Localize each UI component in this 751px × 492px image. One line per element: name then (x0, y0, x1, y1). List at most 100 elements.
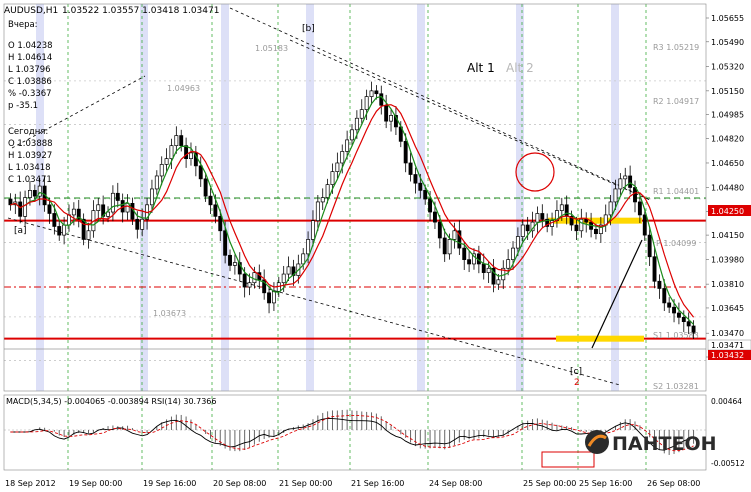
price-tag-low: 1.03673 (153, 309, 186, 318)
y-tick-label: 1.05150 (711, 87, 744, 96)
macd-tick-label: -0.00512 (711, 459, 745, 468)
candle (496, 279, 501, 285)
today-open: O 1.03888 (8, 139, 53, 149)
candle (208, 195, 213, 206)
candle (647, 234, 652, 258)
candle (447, 239, 452, 255)
wave-label-a: [a] (14, 226, 27, 236)
candle (486, 267, 491, 273)
candle (242, 273, 247, 288)
candle (37, 185, 42, 197)
current-price-tag: 1.03471 (711, 341, 744, 350)
candle (18, 201, 23, 217)
level-tag-lower-box (708, 350, 751, 360)
today-high: H 1.03927 (8, 151, 52, 161)
candle (184, 145, 189, 159)
candle (62, 224, 67, 236)
candle (135, 218, 140, 230)
y-tick-label: 1.05490 (711, 38, 744, 47)
candle (252, 272, 257, 284)
candle (354, 117, 359, 131)
yesterday-title: Вчера: (8, 20, 38, 30)
candle (223, 230, 228, 256)
candle (413, 174, 418, 184)
candle (559, 204, 564, 211)
candle (598, 224, 603, 235)
candle (359, 109, 364, 119)
y-tick-label: 1.03470 (711, 329, 744, 338)
candle (350, 129, 354, 141)
candle (540, 213, 545, 220)
y-tick-label: 1.04820 (711, 134, 744, 143)
candle (110, 192, 115, 213)
candle (667, 302, 672, 308)
candle (637, 201, 642, 216)
candle (691, 325, 696, 334)
slow-ma-line (10, 104, 695, 318)
stats-panel: Вчера: O 1.04238 H 1.04614 L 1.03796 C 1… (8, 20, 53, 185)
candle (628, 175, 633, 188)
candle (218, 216, 223, 232)
y-tick-label: 1.04985 (711, 111, 744, 120)
candle (662, 288, 667, 304)
candle (247, 282, 252, 288)
candle (462, 247, 467, 260)
candle (472, 253, 476, 265)
candle (306, 239, 311, 255)
candle (325, 184, 330, 198)
logo-mark (585, 430, 609, 454)
candle (676, 312, 681, 318)
candle (618, 178, 623, 190)
candle (213, 204, 218, 217)
candle (71, 208, 76, 216)
y-tick-label: 1.03810 (711, 280, 744, 289)
candle (681, 316, 686, 323)
candle (320, 197, 325, 203)
candle (154, 175, 159, 190)
session-band (417, 4, 425, 391)
candle (28, 190, 32, 198)
candle (164, 158, 169, 165)
macd-signal-line (10, 414, 694, 452)
y-tick-label: 1.05655 (711, 14, 744, 23)
candle (545, 218, 550, 227)
price-tag-high-1: 1.04963 (167, 84, 200, 93)
candle (511, 247, 515, 260)
candle (115, 192, 120, 201)
x-tick-label: 25 Sep 16:00 (579, 479, 632, 488)
candle (672, 306, 676, 314)
price-tag-high-2: 1.05183 (255, 44, 288, 53)
candle (174, 135, 179, 147)
alt-2-label: Alt 2 (506, 61, 534, 75)
candle (467, 259, 472, 265)
candle (525, 224, 530, 232)
y-tick-label: 1.04150 (711, 231, 744, 240)
pivot-labels: R3 1.05219 R2 1.04917 R1 1.04401 P 1.040… (653, 43, 699, 391)
logo: ПАНТЕОН (585, 430, 717, 455)
channel-line (11, 75, 146, 149)
candle (594, 228, 598, 235)
candle (179, 135, 184, 147)
candle (32, 190, 37, 197)
highlight-circle (515, 152, 555, 192)
candle (159, 164, 164, 177)
candle (96, 204, 101, 211)
candle (642, 214, 647, 236)
yesterday-percent: % -0.3367 (8, 89, 52, 99)
x-tick-label: 21 Sep 00:00 (279, 479, 332, 488)
candle (442, 237, 447, 255)
macd-label: MACD(5,34,5) -0.004065 -0.003894 RSI(14)… (6, 397, 216, 406)
yesterday-close: C 1.03886 (8, 77, 52, 87)
session-band (221, 4, 229, 391)
candle (57, 226, 62, 236)
logo-swoosh (587, 434, 607, 447)
macd-tick-label: 0.00464 (711, 397, 742, 406)
level-tag-lower: 1.03432 (711, 351, 744, 360)
candle (281, 273, 286, 284)
price-tags: 1.04963 1.05183 1.03673 (153, 44, 288, 318)
pivot-p-label: P 1.04099 (656, 239, 696, 248)
candle (608, 201, 613, 216)
